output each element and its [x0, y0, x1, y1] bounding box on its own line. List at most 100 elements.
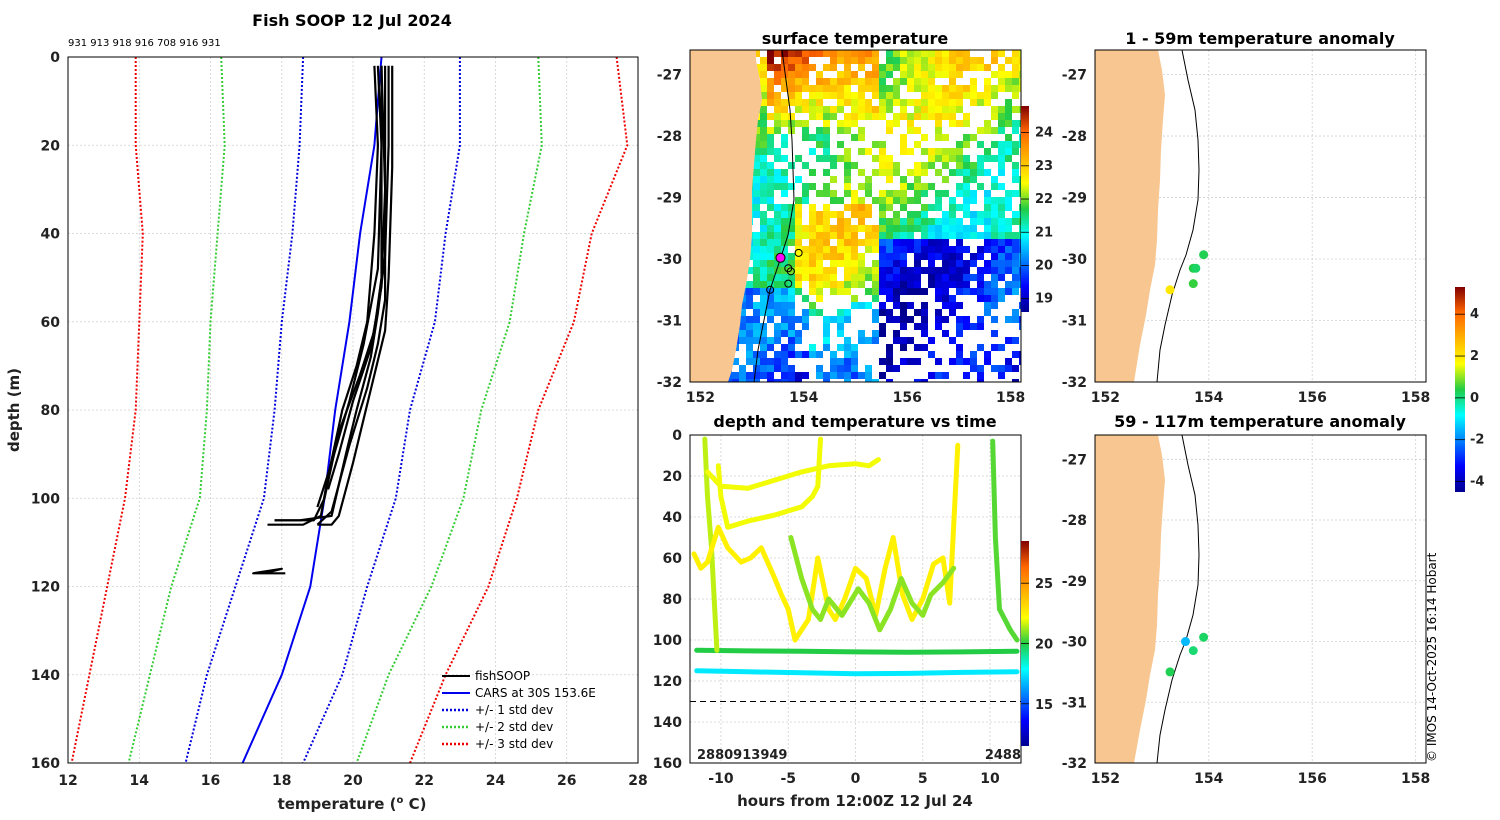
sst-cell: [879, 211, 886, 218]
sst-cell: [942, 190, 949, 197]
sst-cell: [900, 267, 907, 274]
sst-cell: [795, 232, 802, 239]
sst-cell: [1012, 57, 1019, 64]
a2-xtick: 152: [1091, 771, 1120, 787]
sst-cell: [984, 64, 991, 71]
sst-cell: [970, 176, 977, 183]
sst-cell: [998, 71, 1005, 78]
sst-cell: [837, 197, 844, 204]
sst-cell: [788, 253, 795, 260]
sst-cell: [886, 120, 893, 127]
sst-cell: [935, 295, 942, 302]
sst-cell: [900, 260, 907, 267]
sst-cell: [837, 225, 844, 232]
sst-cell: [935, 120, 942, 127]
sst-cell: [935, 239, 942, 246]
sst-cell: [977, 295, 984, 302]
sst-cell: [767, 162, 774, 169]
sst-cell: [977, 211, 984, 218]
sst-cell: [914, 267, 921, 274]
sst-plot: [690, 50, 1021, 382]
sst-cell: [872, 64, 879, 71]
sst-cell: [781, 134, 788, 141]
sst-cell: [900, 344, 907, 351]
sst-cell: [851, 99, 858, 106]
sst-cell: [879, 155, 886, 162]
sst-cell: [767, 232, 774, 239]
sst-cell: [865, 211, 872, 218]
sst-cell: [872, 71, 879, 78]
sst-cell: [865, 57, 872, 64]
sst-cell: [851, 162, 858, 169]
sst-cell: [900, 302, 907, 309]
sst-cell: [963, 57, 970, 64]
sst-cell: [802, 64, 809, 71]
sst-cell: [795, 316, 802, 323]
sst-cell: [963, 274, 970, 281]
sst-cell: [802, 50, 809, 57]
sst-cell: [872, 141, 879, 148]
sst-cell: [1019, 106, 1021, 113]
sst-cell: [830, 176, 837, 183]
sst-cell: [949, 148, 956, 155]
sst-cell: [935, 127, 942, 134]
sst-cell: [865, 204, 872, 211]
sst-cell: [956, 120, 963, 127]
sst-cell: [886, 379, 893, 382]
sst-cell: [1005, 155, 1012, 162]
sst-cell: [732, 372, 739, 379]
sst-cell: [781, 106, 788, 113]
sst-cell: [795, 267, 802, 274]
sst-cell: [907, 218, 914, 225]
sst-cell: [921, 323, 928, 330]
a2-ytick: -32: [1062, 756, 1087, 772]
sst-cell: [837, 211, 844, 218]
sst-cell: [795, 379, 802, 382]
sst-cell: [816, 190, 823, 197]
sst-cell: [907, 358, 914, 365]
sst-station-marker: [766, 285, 775, 294]
sst-cell: [837, 365, 844, 372]
sst-cell: [935, 50, 942, 57]
dt-track: [702, 436, 720, 653]
dt-grid: [690, 434, 1021, 764]
sst-cell: [1012, 169, 1019, 176]
sst-cbar-tick: 24: [1035, 126, 1053, 141]
sst-cell: [851, 120, 858, 127]
sst-cell: [893, 316, 900, 323]
sst-cell: [844, 309, 851, 316]
sst-cell: [795, 71, 802, 78]
sst-cell: [865, 50, 872, 57]
sst-cell: [774, 211, 781, 218]
sst-cell: [900, 337, 907, 344]
sst-cbar-tick: 22: [1035, 192, 1053, 207]
xlabel-text: temperature (: [278, 795, 397, 813]
sst-cell: [921, 78, 928, 85]
sst-current-station: [775, 252, 786, 263]
sst-cell: [809, 50, 816, 57]
sst-cell: [984, 204, 991, 211]
sst-cell: [900, 323, 907, 330]
sst-cell: [809, 204, 816, 211]
sst-cell: [984, 232, 991, 239]
sst-cell: [956, 141, 963, 148]
sst-cell: [830, 316, 837, 323]
sst-cell: [900, 239, 907, 246]
sst-title: surface temperature: [762, 29, 949, 48]
sst-cell: [781, 85, 788, 92]
sst-cell: [977, 267, 984, 274]
sst-cell: [802, 351, 809, 358]
sst-cell: [823, 274, 830, 281]
sst-cell: [998, 155, 1005, 162]
sst-cell: [956, 253, 963, 260]
sst-cell: [809, 351, 816, 358]
sst-cell: [1005, 57, 1012, 64]
sst-cell: [816, 155, 823, 162]
sst-cell: [886, 239, 893, 246]
sst-cell: [998, 64, 1005, 71]
sst-cell: [872, 113, 879, 120]
sst-cell: [949, 309, 956, 316]
sst-cell: [802, 274, 809, 281]
sst-cell: [963, 92, 970, 99]
sst-cell: [991, 176, 998, 183]
